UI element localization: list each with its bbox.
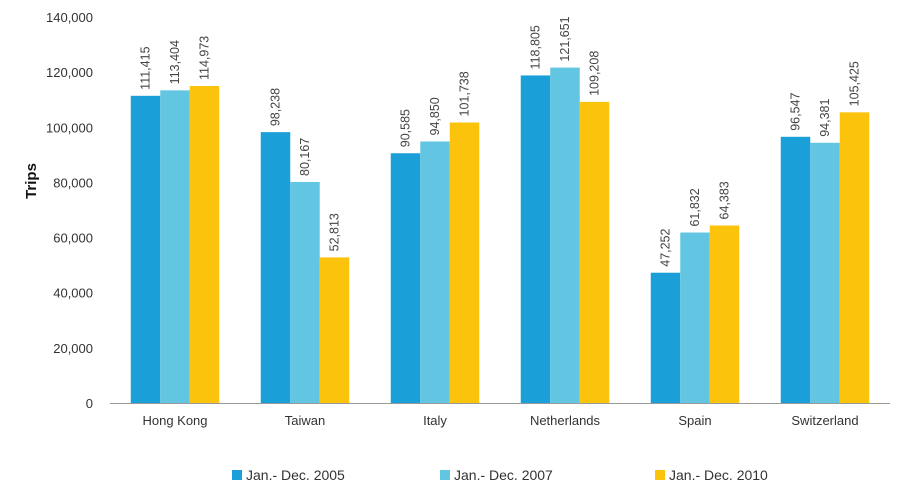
bar <box>260 132 291 403</box>
data-label: 94,381 <box>818 98 832 136</box>
legend-swatch <box>440 470 450 480</box>
bars <box>130 67 870 404</box>
x-tick-label: Switzerland <box>791 413 858 428</box>
bar <box>709 225 740 403</box>
data-label: 64,383 <box>718 181 732 219</box>
x-tick-label: Spain <box>678 413 711 428</box>
y-tick-label: 20,000 <box>53 341 93 356</box>
bar <box>579 101 610 403</box>
data-label: 121,651 <box>558 16 572 61</box>
data-label: 118,805 <box>529 25 543 69</box>
y-tick-label: 60,000 <box>53 231 93 246</box>
bar <box>189 86 220 403</box>
x-tick-label: Taiwan <box>285 413 325 428</box>
x-tick-label: Italy <box>423 413 447 428</box>
y-axis-title: Trips <box>23 163 40 199</box>
data-label: 114,973 <box>198 36 212 80</box>
y-tick-label: 120,000 <box>46 65 93 80</box>
data-label: 90,585 <box>399 109 413 147</box>
bar <box>449 122 480 403</box>
legend-swatch <box>655 470 665 480</box>
bar <box>390 153 421 403</box>
x-tick-label: Hong Kong <box>142 413 207 428</box>
y-tick-label: 80,000 <box>53 175 93 190</box>
data-label: 52,813 <box>328 213 342 251</box>
bar <box>160 90 190 403</box>
y-tick-label: 40,000 <box>53 286 93 301</box>
bar <box>520 75 551 403</box>
data-labels: 111,415 113,404 114,973 98,238 80,167 52,813 9… <box>139 16 862 266</box>
bar <box>130 95 161 403</box>
x-axis-categories: Hong Kong Taiwan Italy Netherlands Spain Swit… <box>142 413 858 428</box>
data-label: 111,415 <box>139 46 153 89</box>
legend-label: Jan.- Dec. 2007 <box>454 467 553 483</box>
data-label: 113,404 <box>168 40 182 84</box>
data-label: 101,738 <box>458 71 472 116</box>
data-label: 47,252 <box>659 228 673 266</box>
bar <box>420 141 450 404</box>
y-axis-ticks: 0 20,000 40,000 60,000 80,000 100,000 120,000 1… <box>46 10 93 411</box>
bar <box>780 136 811 403</box>
data-label: 96,547 <box>789 93 803 131</box>
y-tick-label: 100,000 <box>46 120 93 135</box>
data-label: 80,167 <box>298 138 312 176</box>
y-tick-label: 0 <box>86 396 93 411</box>
y-tick-label: 140,000 <box>46 10 93 25</box>
data-label: 98,238 <box>269 88 283 126</box>
data-label: 105,425 <box>848 61 862 106</box>
legend-label: Jan.- Dec. 2010 <box>669 467 768 483</box>
data-label: 94,850 <box>428 97 442 135</box>
data-label: 109,208 <box>588 51 602 96</box>
bar <box>319 257 350 403</box>
bar <box>550 67 580 403</box>
bar <box>650 272 681 403</box>
bar <box>839 112 870 403</box>
bar <box>290 181 320 403</box>
bar <box>680 232 710 403</box>
bar <box>810 142 840 403</box>
legend-label: Jan.- Dec. 2005 <box>246 467 345 483</box>
data-label: 61,832 <box>688 188 702 226</box>
legend-swatch <box>232 470 242 480</box>
x-tick-label: Netherlands <box>530 413 601 428</box>
legend: Jan.- Dec. 2005 Jan.- Dec. 2007 Jan.- Dec.… <box>232 467 768 483</box>
